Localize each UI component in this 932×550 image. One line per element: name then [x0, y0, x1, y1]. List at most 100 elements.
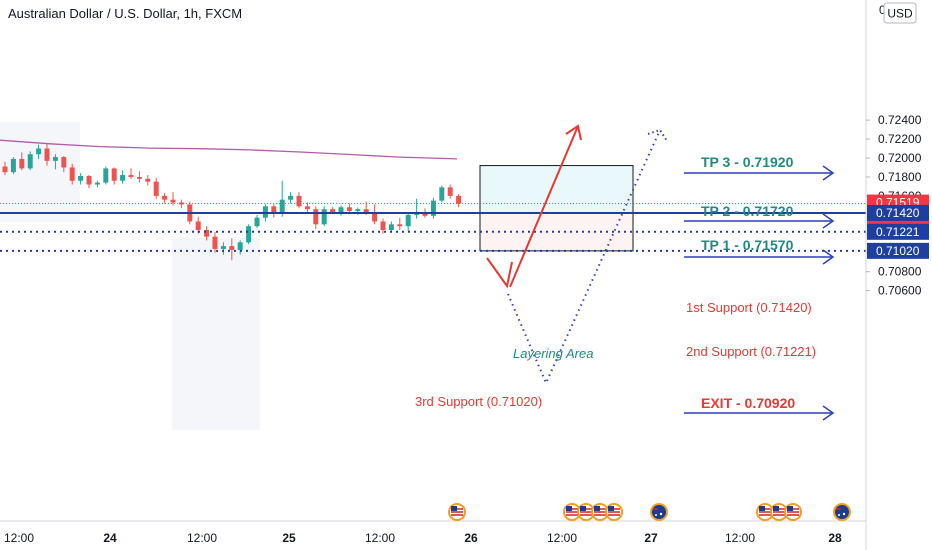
- candle: [313, 206, 319, 230]
- candle: [304, 202, 310, 213]
- candle-body: [36, 148, 42, 155]
- candle-body: [405, 214, 411, 227]
- x-tick-label: 12:00: [187, 531, 217, 545]
- tp3-arrow-head: [822, 165, 835, 181]
- candle-body: [447, 187, 453, 196]
- chart-header: Australian Dollar / U.S. Dollar, 1h, FXC…: [8, 2, 917, 24]
- candle-body: [313, 209, 319, 225]
- x-tick-label: 27: [644, 531, 658, 545]
- moving-average-line: [0, 139, 458, 160]
- candle: [86, 175, 92, 189]
- candle: [204, 226, 210, 241]
- candle-body: [388, 224, 394, 231]
- candle: [279, 180, 285, 217]
- candle-body: [380, 221, 386, 231]
- candle: [212, 231, 218, 253]
- candle: [2, 161, 8, 176]
- economic-events: [448, 503, 851, 521]
- candle: [170, 192, 176, 206]
- candle: [162, 193, 168, 204]
- candle-body: [397, 224, 403, 227]
- candle-body: [229, 246, 235, 250]
- candle-body: [439, 187, 445, 201]
- au-flag-icon: [650, 503, 668, 521]
- candle-body: [44, 148, 50, 161]
- candle: [372, 204, 378, 225]
- candle-body: [279, 199, 285, 213]
- candle: [271, 203, 277, 218]
- candle-body: [212, 236, 218, 249]
- exit-label: EXIT - 0.70920: [701, 395, 795, 411]
- candle: [178, 199, 184, 209]
- y-tick-label: 0.70800: [878, 265, 922, 279]
- candle-body: [111, 168, 117, 181]
- profit-zone: [479, 165, 634, 214]
- moving-average: [0, 139, 458, 160]
- support2-label: 2nd Support (0.71221): [686, 344, 816, 359]
- candle: [27, 151, 33, 171]
- candle: [10, 157, 16, 175]
- candle: [229, 238, 235, 261]
- us-flag-icon: [577, 503, 595, 521]
- candlesticks: [2, 142, 462, 261]
- session-shade: [172, 238, 260, 430]
- x-tick-label: 28: [828, 531, 842, 545]
- candle-body: [321, 209, 327, 225]
- y-tick-label: 0.72000: [878, 151, 922, 165]
- candle: [136, 171, 142, 183]
- candle-body: [422, 212, 428, 216]
- candle-body: [296, 195, 302, 207]
- candle-body: [338, 207, 344, 213]
- level-price-badge: 0.71020: [867, 242, 929, 259]
- us-flag-icon: [770, 503, 788, 521]
- tp1-arrow-head: [822, 249, 835, 265]
- x-tick-label: 24: [103, 531, 117, 545]
- candle: [120, 170, 126, 184]
- candle: [346, 203, 352, 213]
- candle-body: [27, 154, 33, 169]
- candle: [456, 194, 462, 208]
- candle-body: [195, 221, 201, 231]
- candle-body: [237, 242, 243, 250]
- y-tick-label: 0.70600: [878, 284, 922, 298]
- candle-body: [271, 206, 277, 213]
- currency-label[interactable]: USD: [887, 7, 913, 21]
- down-arrow-red: [486, 257, 513, 289]
- candle-body: [204, 230, 210, 237]
- candle-body: [346, 207, 352, 212]
- candle: [78, 173, 84, 185]
- top-price-label: 0: [879, 3, 886, 17]
- tp1-label: TP 1 - 0.71570: [701, 237, 794, 253]
- x-tick-label: 12:00: [4, 531, 34, 545]
- candle: [111, 167, 117, 185]
- candle-body: [2, 166, 8, 173]
- y-tick-label: 0.72400: [878, 113, 922, 127]
- candle: [69, 163, 75, 185]
- candle-body: [363, 209, 369, 213]
- candle-body: [372, 212, 378, 222]
- candle: [145, 175, 151, 186]
- candle: [61, 156, 67, 173]
- x-tick-label: 25: [282, 531, 296, 545]
- up-arrow-red-head: [565, 124, 582, 141]
- candle: [439, 185, 445, 203]
- candle-body: [10, 158, 16, 173]
- level-price-value: 0.71221: [876, 225, 920, 239]
- candle-body: [170, 199, 176, 203]
- x-tick-label: 12:00: [365, 531, 395, 545]
- level-price-badge: 0.71420: [867, 204, 929, 221]
- candle-body: [19, 158, 25, 169]
- currency-badge[interactable]: [883, 2, 917, 24]
- candle-body: [430, 200, 436, 216]
- layering-zone: [479, 212, 634, 252]
- tp2-arrow-head: [822, 213, 835, 229]
- chart-title: Australian Dollar / U.S. Dollar, 1h, FXC…: [8, 6, 242, 21]
- candle: [254, 214, 260, 229]
- support1-label: 1st Support (0.71420): [686, 300, 812, 315]
- candle: [338, 205, 344, 216]
- candle: [220, 242, 226, 255]
- candle-body: [355, 209, 361, 212]
- candle: [153, 177, 159, 199]
- candle: [397, 217, 403, 231]
